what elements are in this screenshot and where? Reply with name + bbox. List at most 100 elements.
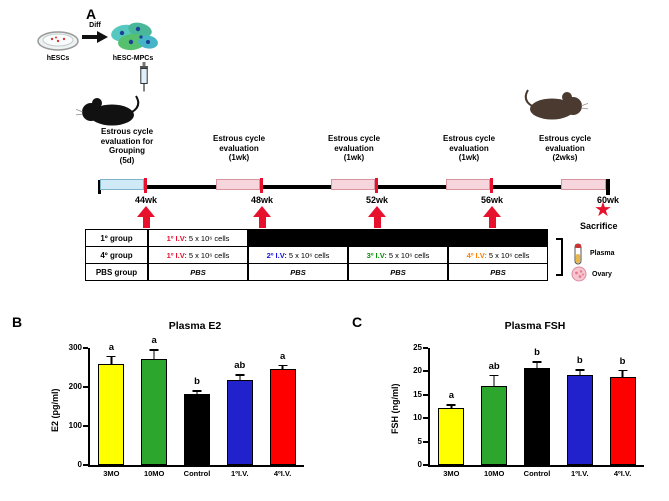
x-tick-label: 3MO [103,469,120,478]
pbs-cell: PBS [348,263,448,281]
row-label-3: PBS group [85,263,148,281]
hesc-mpc-cells-icon [111,22,158,51]
sig-letter: b [534,347,540,359]
sacrifice-label: Sacrifice [580,221,618,231]
error-bar [192,390,202,396]
y-tick-mark [423,394,428,396]
week-label-60: 60wk [596,195,620,205]
injection-label: 3º I.V: [366,250,387,260]
y-tick-mark [83,464,88,466]
eval-duration: (1wk) [343,153,365,163]
x-tick-label: 4ºI.V. [613,469,632,478]
pbs-text: PBS [490,267,506,277]
dose-text: 5 x 10⁶ cells [188,233,230,243]
error-bar [618,369,628,379]
bar-group: b 1ºI.V. [558,348,601,478]
panel-c-label: C [352,314,363,330]
dose-text: 5 x 10⁶ cells [188,250,230,260]
pbs-cell: PBS [248,263,348,281]
eval-1wk-text-2: Estrous cycle evaluation (1wk) [318,134,390,163]
eval-duration: (2wks) [552,153,578,163]
eval-duration: (1wk) [458,153,480,163]
eval-main: Estrous cycle evaluation [327,134,381,153]
eval-duration: (1wk) [228,153,250,163]
x-tick-label: 3MO [443,469,460,478]
plot-area-fsh: a 3MO ab 10MO b Control b 1ºI.V. b 4ºI.V. [428,347,644,478]
injection-cell: 2º I.V: 5 x 10⁶ cells [248,246,348,264]
bar [566,375,593,465]
filled-black-cell [248,229,548,247]
bar [183,394,210,465]
pbs-cell: PBS [448,263,548,281]
sig-letter: b [619,355,626,367]
week-label-48: 48wk [250,195,274,205]
error-bar [235,374,245,382]
table-row: 4º group 1º I.V: 5 x 10⁶ cells 2º I.V: 5… [85,246,548,264]
error-bar [532,361,542,371]
week-label-44: 44wk [134,195,158,205]
eval-period-box-1 [216,179,260,190]
week-tick-48 [260,178,263,193]
eval-main: Estrous cycle evaluation [538,134,592,153]
bar-group: a 3MO [90,342,133,478]
bar [523,368,550,465]
sacrifice-star-icon: ★ [594,199,612,221]
plasma-label: Plasma [590,250,615,257]
eval-grouping-main: Estrous cycle evaluation for Grouping [100,127,154,156]
y-tick-label: 20 [413,366,422,375]
eval-grouping-duration: (5d) [119,155,135,165]
injection-arrow-2 [253,206,271,228]
sig-letter: ab [488,360,500,372]
week-label-52: 52wk [365,195,389,205]
bar [226,379,253,465]
y-tick-label: 0 [77,460,82,469]
y-tick-label: 25 [413,343,422,352]
injection-cell: 3º I.V: 5 x 10⁶ cells [348,246,448,264]
week-label-56: 56wk [480,195,504,205]
injection-label: 1º I.V: [166,250,187,260]
y-tick-label: 300 [68,343,82,352]
x-tick-label: Control [523,469,551,478]
petri-dish-icon [37,31,79,51]
hesc-mpcs-label: hESC-MPCs [112,55,154,62]
bar-group: b 4ºI.V. [601,348,644,478]
eval-2wk-text: Estrous cycle evaluation (2wks) [529,134,601,163]
syringe-icon [140,62,148,92]
eval-period-box-2 [331,179,375,190]
bar-group: b Control [516,347,559,478]
injection-arrow-1 [137,206,155,228]
injection-label: 2º I.V: [266,250,287,260]
bar-group: a 10MO [133,335,176,478]
chart-title-e2: Plasma E2 [168,320,222,332]
y-tick-mark [423,417,428,419]
injection-cell: 4º I.V: 5 x 10⁶ cells [448,246,548,264]
row-label-2: 4º group [85,246,148,264]
dose-text: 5 x 10⁶ cells [488,250,530,260]
y-tick-label: 10 [413,413,422,422]
hescs-label: hESCs [46,55,70,62]
injection-cell: 1º I.V: 5 x 10⁶ cells [148,246,248,264]
eval-main: Estrous cycle evaluation [212,134,266,153]
ovary-label: Ovary [592,271,612,278]
week-tick-52 [375,178,378,193]
sig-letter: a [151,335,157,347]
plasma-tube-icon [574,243,582,265]
eval-period-box-4 [561,179,606,190]
week-tick-44 [144,178,147,193]
x-tick-label: Control [183,469,211,478]
diff-label: Diff [89,22,101,29]
table-row: PBS group PBS PBS PBS PBS [85,263,548,281]
bar-group: a 3MO [430,348,473,478]
bar-group: b Control [176,348,219,478]
x-tick-label: 1ºI.V. [231,469,249,478]
x-tick-label: 10MO [143,469,165,478]
row-label-1: 1º group [85,229,148,247]
injection-arrow-3 [368,206,386,228]
sig-letter: a [448,390,455,402]
y-tick-label: 100 [68,421,82,430]
group-table: 1º group 1º I.V: 5 x 10⁶ cells 4º group … [85,229,548,281]
error-bar [149,349,159,361]
y-tick-mark [83,386,88,388]
bar [141,358,168,465]
